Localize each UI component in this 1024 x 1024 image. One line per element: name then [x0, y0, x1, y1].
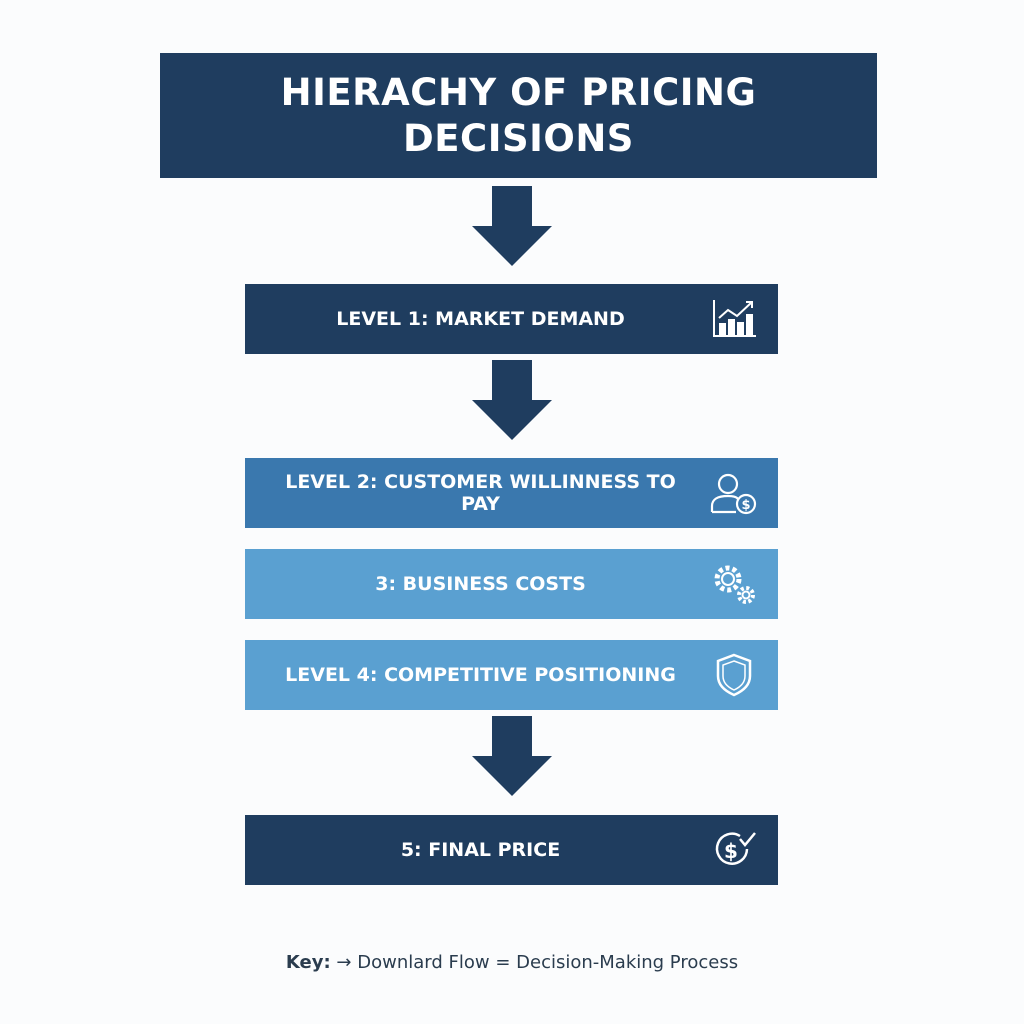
level-2-label: LEVEL 2: CUSTOMER WILLINNESS TO PAY	[285, 471, 676, 515]
level-3-label: 3: BUSINESS COSTS	[375, 573, 586, 595]
down-arrow-2	[472, 360, 552, 440]
down-arrow-1	[472, 186, 552, 266]
chart-growth-icon	[713, 300, 756, 337]
svg-text:$: $	[741, 498, 750, 513]
arrow-right-icon: →	[336, 952, 352, 973]
level-4-box: LEVEL 4: COMPETITIVE POSITIONING	[245, 640, 778, 710]
key-label: Key:	[285, 952, 331, 973]
key-legend: Key: → Downlard Flow = Decision-Making P…	[0, 952, 1024, 973]
level-1-label: LEVEL 1: MARKET DEMAND	[336, 308, 625, 330]
shield-icon	[716, 653, 752, 697]
svg-text:$: $	[724, 839, 738, 863]
diagram-title: HIERACHY OF PRICING DECISIONS	[160, 53, 877, 178]
gears-icon	[714, 565, 755, 604]
level-5-box: 5: FINAL PRICE $	[245, 815, 778, 885]
title-text: HIERACHY OF PRICING DECISIONS	[280, 70, 757, 160]
level-4-label: LEVEL 4: COMPETITIVE POSITIONING	[285, 664, 676, 686]
user-dollar-icon: $	[710, 473, 757, 515]
level-2-box: LEVEL 2: CUSTOMER WILLINNESS TO PAY $	[245, 458, 778, 528]
level-3-box: 3: BUSINESS COSTS	[245, 549, 778, 619]
level-1-box: LEVEL 1: MARKET DEMAND	[245, 284, 778, 354]
key-text: Downlard Flow = Decision-Making Process	[357, 952, 739, 973]
dollar-check-icon: $	[715, 832, 756, 865]
down-arrow-3	[472, 716, 552, 796]
level-5-label: 5: FINAL PRICE	[400, 839, 561, 861]
